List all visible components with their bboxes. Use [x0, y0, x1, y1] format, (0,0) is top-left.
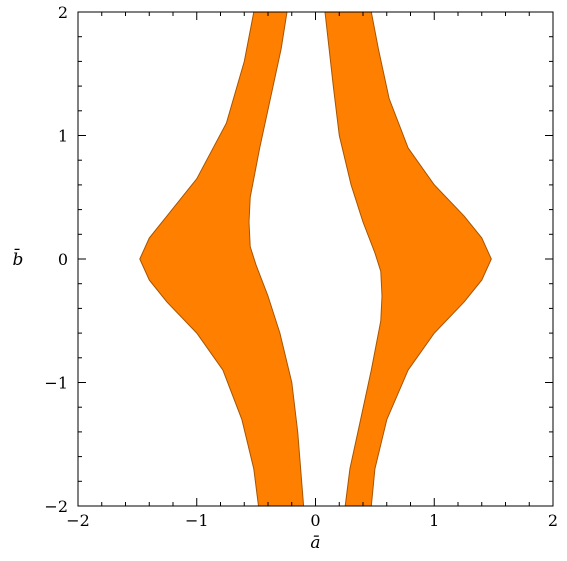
x-axis-label: ā — [310, 533, 320, 553]
y-tick-label: −1 — [44, 374, 68, 393]
x-tick-label: −1 — [185, 511, 209, 530]
y-tick-label: 2 — [58, 3, 68, 22]
y-tick-label: 1 — [58, 127, 68, 146]
x-tick-label: 1 — [429, 511, 439, 530]
regions-layer — [139, 11, 492, 507]
tick-labels-layer: −2 −1 0 1 2 −2 −1 0 1 2 — [44, 3, 558, 530]
x-tick-label: −2 — [66, 511, 90, 530]
region-1 — [139, 11, 305, 507]
y-axis-label: b̄ — [13, 247, 24, 270]
x-tick-label: 0 — [310, 511, 320, 530]
region-2 — [324, 11, 492, 507]
ticks-layer — [77, 11, 554, 507]
y-tick-label: −2 — [44, 497, 68, 516]
x-tick-label: 2 — [548, 511, 558, 530]
y-tick-label: 0 — [58, 250, 68, 269]
